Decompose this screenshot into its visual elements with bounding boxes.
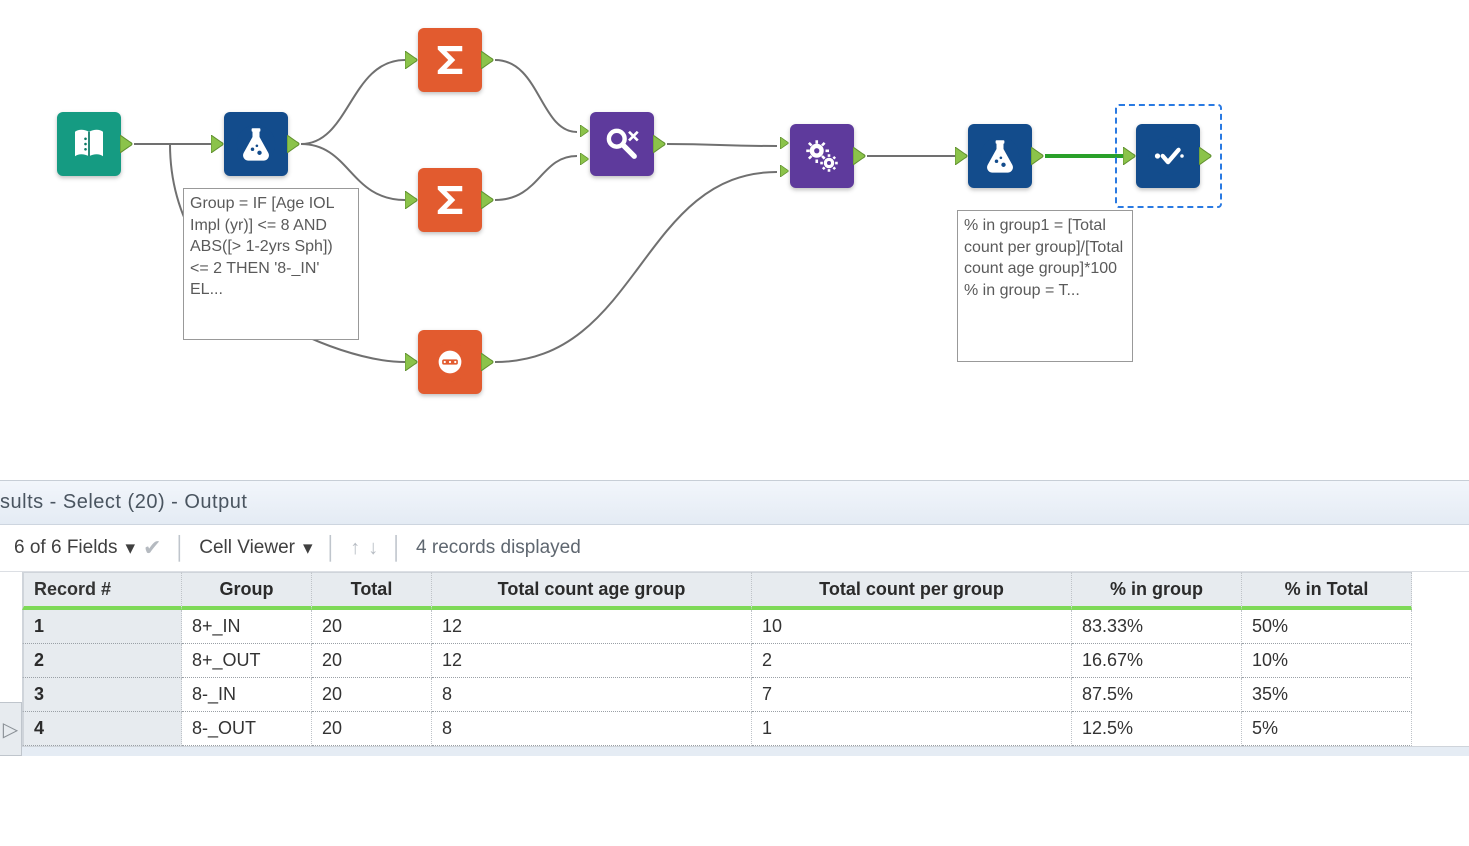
row-selector-handle[interactable]: ▷ (0, 702, 22, 756)
tool-node-join[interactable] (790, 124, 854, 188)
table-cell[interactable]: 20 (312, 678, 432, 712)
separator-icon: │ (390, 535, 404, 561)
connection-wire[interactable] (495, 60, 577, 132)
input-anchor-icon[interactable] (1123, 147, 1137, 165)
input-anchor-icon[interactable] (211, 135, 225, 153)
table-cell[interactable]: 8+_IN (182, 610, 312, 644)
fields-dropdown[interactable]: 6 of 6 Fields (14, 537, 118, 559)
column-header[interactable]: Total (312, 572, 432, 610)
table-cell[interactable]: 1 (752, 712, 1072, 746)
record-icon (429, 341, 471, 383)
findreplace-icon (601, 123, 643, 165)
row-number[interactable]: 2 (22, 644, 182, 678)
connection-wire[interactable] (301, 60, 405, 144)
connection-wire[interactable] (667, 144, 777, 146)
table-cell[interactable]: 20 (312, 712, 432, 746)
table-cell[interactable]: 35% (1242, 678, 1412, 712)
table-cell[interactable]: 12 (432, 644, 752, 678)
tool-node-formula1[interactable] (224, 112, 288, 176)
output-anchor-icon[interactable] (1031, 147, 1045, 165)
input-anchor-icon[interactable] (580, 152, 590, 164)
separator-icon: │ (325, 535, 339, 561)
annotation-formula1[interactable]: Group = IF [Age IOL Impl (yr)] <= 8 AND … (183, 188, 359, 340)
row-number[interactable]: 1 (22, 610, 182, 644)
tool-node-formula2[interactable] (968, 124, 1032, 188)
output-anchor-icon[interactable] (481, 51, 495, 69)
arrow-up-icon[interactable]: ↑ (350, 537, 360, 560)
output-anchor-icon[interactable] (653, 135, 667, 153)
table-cell[interactable]: 2 (752, 644, 1072, 678)
table-cell[interactable]: 8+_OUT (182, 644, 312, 678)
tool-node-input[interactable] (57, 112, 121, 176)
cell-viewer-dropdown[interactable]: Cell Viewer (199, 537, 295, 559)
table-cell[interactable]: 87.5% (1072, 678, 1242, 712)
row-number[interactable]: 3 (22, 678, 182, 712)
table-cell[interactable]: 20 (312, 644, 432, 678)
connection-wire[interactable] (495, 172, 777, 362)
input-anchor-icon[interactable] (580, 124, 590, 136)
output-anchor-icon[interactable] (120, 135, 134, 153)
gears-icon (801, 135, 843, 177)
table-cell[interactable]: 5% (1242, 712, 1412, 746)
table-cell[interactable]: 12.5% (1072, 712, 1242, 746)
column-header[interactable]: Total count per group (752, 572, 1072, 610)
tool-node-summarize1[interactable] (418, 28, 482, 92)
separator-icon: │ (173, 535, 187, 561)
results-pane: sults - Select (20) - Output 6 of 6 Fiel… (0, 480, 1469, 756)
input-anchor-icon[interactable] (405, 191, 419, 209)
sigma-icon (429, 39, 471, 81)
output-anchor-icon[interactable] (853, 147, 867, 165)
column-header[interactable]: Group (182, 572, 312, 610)
table-cell[interactable]: 8 (432, 678, 752, 712)
column-header[interactable]: Total count age group (432, 572, 752, 610)
row-number[interactable]: 4 (22, 712, 182, 746)
input-anchor-icon[interactable] (780, 164, 790, 176)
input-anchor-icon[interactable] (405, 51, 419, 69)
rownum-header[interactable]: Record # (22, 572, 182, 610)
input-anchor-icon[interactable] (955, 147, 969, 165)
sigma-icon (429, 179, 471, 221)
output-anchor-icon[interactable] (481, 191, 495, 209)
table-cell[interactable]: 10% (1242, 644, 1412, 678)
flask-icon (235, 123, 277, 165)
table-cell[interactable]: 8-_IN (182, 678, 312, 712)
results-grid[interactable]: Record #GroupTotalTotal count age groupT… (22, 572, 1469, 746)
table-cell[interactable]: 7 (752, 678, 1072, 712)
records-count-label: 4 records displayed (416, 537, 581, 559)
tool-node-select[interactable] (1136, 124, 1200, 188)
tool-node-summarize2[interactable] (418, 168, 482, 232)
output-anchor-icon[interactable] (1199, 147, 1213, 165)
table-cell[interactable]: 8-_OUT (182, 712, 312, 746)
dropdown-caret-icon[interactable]: ▾ (303, 537, 313, 560)
results-title: sults - Select (20) - Output (0, 481, 1469, 525)
table-cell[interactable]: 20 (312, 610, 432, 644)
input-anchor-icon[interactable] (405, 353, 419, 371)
dropdown-caret-icon[interactable]: ▾ (126, 537, 136, 560)
bottom-strip (0, 746, 1469, 756)
table-cell[interactable]: 83.33% (1072, 610, 1242, 644)
table-cell[interactable]: 10 (752, 610, 1072, 644)
column-header[interactable]: % in group (1072, 572, 1242, 610)
table-cell[interactable]: 12 (432, 610, 752, 644)
annotation-formula2[interactable]: % in group1 = [Total count per group]/[T… (957, 210, 1133, 362)
input-anchor-icon[interactable] (780, 136, 790, 148)
results-toolbar: 6 of 6 Fields ▾ ✔ │ Cell Viewer ▾ │ ↑ ↓ … (0, 525, 1469, 572)
table-cell[interactable]: 16.67% (1072, 644, 1242, 678)
tool-node-summarize3[interactable] (418, 330, 482, 394)
output-anchor-icon[interactable] (481, 353, 495, 371)
connection-wire[interactable] (495, 156, 577, 200)
arrow-down-icon[interactable]: ↓ (368, 537, 378, 560)
workflow-canvas[interactable]: Group = IF [Age IOL Impl (yr)] <= 8 AND … (0, 0, 1469, 480)
output-anchor-icon[interactable] (287, 135, 301, 153)
check-icon (1147, 135, 1189, 177)
table-cell[interactable]: 50% (1242, 610, 1412, 644)
column-header[interactable]: % in Total (1242, 572, 1412, 610)
check-icon: ✔ (143, 535, 161, 561)
book-icon (68, 123, 110, 165)
tool-node-findrep[interactable] (590, 112, 654, 176)
flask-icon (979, 135, 1021, 177)
table-cell[interactable]: 8 (432, 712, 752, 746)
